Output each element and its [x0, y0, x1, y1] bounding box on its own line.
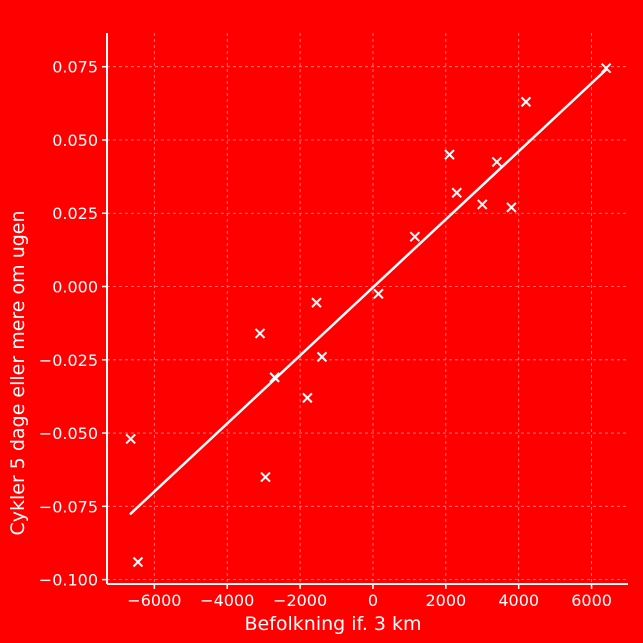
- data-point-marker: [316, 351, 328, 363]
- data-point-marker: [125, 433, 136, 445]
- data-point-marker: [477, 199, 488, 210]
- y-tick-label: −0.100: [39, 571, 98, 590]
- x-axis-title: Befolkning if. 3 km: [244, 613, 421, 635]
- axes: [106, 33, 628, 585]
- data-point-marker: [269, 372, 280, 383]
- data-point-marker: [409, 231, 421, 242]
- regression-line: [129, 68, 608, 515]
- x-tick-label: 0: [368, 591, 378, 610]
- y-tick-label: −0.025: [39, 351, 98, 370]
- data-point-marker: [260, 471, 271, 483]
- x-tick-label: 4000: [498, 591, 539, 610]
- y-tick-label: 0.075: [52, 58, 98, 77]
- y-tick-label: 0.025: [52, 204, 98, 223]
- data-point-marker: [373, 288, 384, 300]
- x-tick-label: −6000: [127, 591, 181, 610]
- x-tick-label: 6000: [571, 591, 612, 610]
- data-point-marker: [491, 156, 503, 168]
- data-point-marker: [600, 62, 612, 74]
- data-point-marker: [451, 187, 462, 198]
- data-point-marker: [254, 328, 266, 339]
- y-tick-label: −0.075: [39, 497, 98, 516]
- grid-lines: [107, 33, 628, 584]
- data-points: [125, 62, 612, 568]
- data-point-marker: [302, 392, 313, 404]
- y-axis-ticks: 0.075 0.050 0.025 0.000 −0.025 −0.050 −0.075 −0…: [39, 58, 107, 590]
- data-point-marker: [311, 297, 322, 308]
- y-axis-title: Cykler 5 dage eller mere om ugen: [7, 210, 29, 535]
- data-point-marker: [506, 202, 517, 213]
- x-tick-label: 2000: [425, 591, 466, 610]
- regression-line-layer: [129, 68, 608, 515]
- y-tick-label: 0.000: [52, 278, 98, 297]
- data-point-marker: [520, 96, 532, 108]
- x-tick-label: −2000: [273, 591, 327, 610]
- y-tick-label: 0.050: [52, 131, 98, 150]
- data-point-marker: [132, 556, 144, 568]
- x-axis-ticks: −6000 −4000 −2000 0 2000 4000 6000: [127, 584, 612, 610]
- x-tick-label: −4000: [200, 591, 254, 610]
- data-point-marker: [444, 149, 455, 160]
- y-tick-label: −0.050: [39, 424, 98, 443]
